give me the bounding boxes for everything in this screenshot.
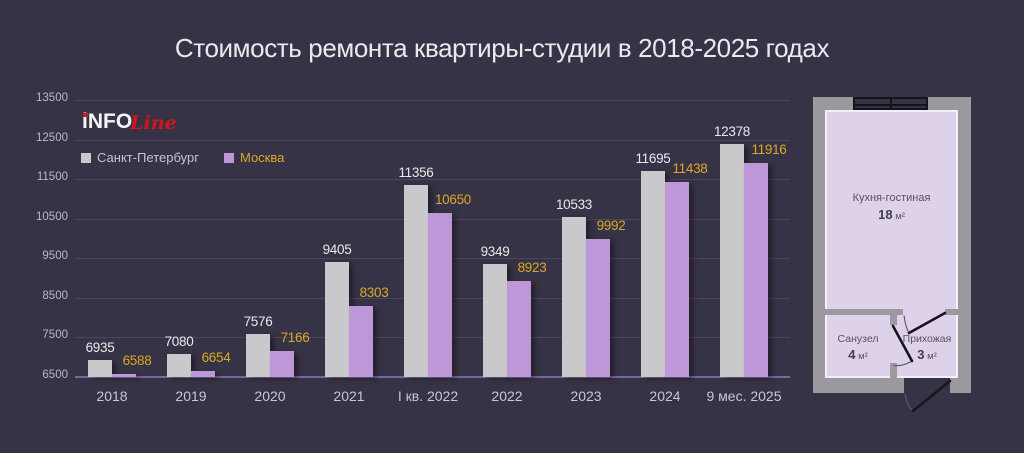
bar-value-moscow: 7166	[280, 329, 310, 345]
floorplan: Кухня-гостиная 18 м² Санузел 4 м² Прихож…	[813, 97, 971, 413]
gridline	[75, 376, 790, 378]
room-label-bathroom: Санузел 4 м²	[826, 333, 890, 363]
logo-i-dot-icon	[83, 112, 88, 118]
y-axis-tick-label: 10500	[36, 210, 68, 223]
window-pane	[855, 99, 890, 108]
x-axis-label: 2021	[333, 388, 365, 404]
bar-value-moscow: 9992	[596, 217, 626, 233]
bar-moscow	[744, 162, 768, 377]
legend-swatch-moscow	[223, 152, 234, 163]
y-axis-tick-label: 13500	[36, 92, 68, 104]
bar-moscow	[270, 350, 294, 377]
gridline	[75, 139, 790, 141]
room-name: Санузел	[837, 333, 879, 345]
infoline-logo: iNFO Line	[82, 110, 177, 134]
bar-spb	[483, 264, 507, 377]
bar-spb	[246, 334, 270, 377]
bar-spb	[404, 184, 428, 377]
door-arc	[904, 393, 914, 412]
room-label-hallway: Прихожая 3 м²	[897, 333, 957, 363]
bar-moscow	[665, 181, 689, 377]
bar-moscow	[191, 370, 215, 377]
x-axis-label: 2022	[491, 388, 523, 404]
room-name: Прихожая	[902, 333, 952, 345]
bar-value-spb: 6935	[85, 339, 115, 355]
logo-info-text: iNFO	[82, 110, 133, 133]
x-axis-label: 2018	[96, 388, 128, 404]
room-area: 4 м²	[848, 347, 868, 363]
floorplan-interior	[825, 110, 958, 378]
bar-moscow	[428, 212, 452, 377]
entrance-door-leaf	[911, 379, 952, 413]
bar-value-moscow: 6654	[201, 349, 231, 365]
bar-value-spb: 11356	[398, 164, 434, 180]
bar-value-moscow: 8303	[359, 284, 389, 300]
room-name: Кухня-гостиная	[852, 192, 931, 204]
x-axis-label: 2023	[570, 388, 602, 404]
bar-spb	[720, 144, 744, 377]
room-area: 3 м²	[917, 347, 937, 363]
room-area: 18 м²	[878, 206, 905, 222]
legend-swatch-spb	[81, 152, 91, 163]
x-axis-label: I кв. 2022	[397, 388, 459, 404]
floorplan-wall	[890, 363, 897, 378]
x-axis-label: 2019	[175, 388, 207, 404]
door-swing-icons	[891, 311, 952, 413]
floorplan-wall	[825, 309, 903, 315]
x-axis-label: 9 мес. 2025	[706, 388, 782, 404]
logo-line-text: Line	[130, 112, 177, 134]
bar-spb	[88, 359, 112, 377]
gridline	[75, 100, 790, 101]
window-pane	[891, 99, 926, 108]
window-icon	[853, 97, 928, 110]
legend-label-moscow: Москва	[239, 150, 285, 165]
chart-legend: Санкт-Петербург Москва	[81, 150, 284, 165]
bar-spb	[167, 354, 191, 377]
floorplan-wall	[890, 309, 897, 325]
bar-spb	[562, 217, 586, 377]
bar-value-moscow: 10650	[434, 191, 472, 207]
bar-spb	[325, 262, 349, 377]
door-arc	[893, 360, 913, 367]
door-arc	[903, 315, 910, 334]
x-axis-label: 2024	[649, 388, 681, 404]
bar-value-moscow: 8923	[517, 260, 547, 276]
legend-label-spb: Санкт-Петербург	[97, 150, 199, 165]
bar-value-moscow: 11438	[672, 160, 708, 176]
bar-value-spb: 9405	[322, 242, 352, 258]
bar-moscow	[507, 281, 531, 377]
y-axis-tick-label: 11500	[36, 171, 68, 184]
x-axis-label: 2020	[254, 388, 286, 404]
y-axis-tick-label: 7500	[42, 329, 68, 342]
bar-value-spb: 9349	[480, 244, 510, 260]
room-label-kitchen: Кухня-гостиная 18 м²	[827, 192, 956, 223]
bar-value-spb: 7576	[243, 314, 273, 330]
bar-moscow	[112, 373, 136, 377]
bar-value-spb: 12378	[713, 124, 751, 140]
bar-value-moscow: 11916	[751, 141, 787, 157]
page-title: Стоимость ремонта квартиры-студии в 2018…	[174, 33, 830, 63]
bar-spb	[641, 171, 665, 377]
legend-item-spb: Санкт-Петербург	[81, 150, 199, 165]
bar-value-spb: 10533	[555, 197, 593, 213]
door-leaf	[891, 324, 914, 363]
y-axis-tick-label: 6500	[42, 369, 68, 381]
floorplan-wall	[945, 309, 958, 315]
bar-moscow	[586, 238, 610, 377]
door-leaf	[907, 311, 947, 335]
y-axis-tick-label: 8500	[42, 289, 68, 302]
gridline	[75, 179, 790, 181]
bar-value-moscow: 6588	[122, 352, 152, 368]
bar-value-spb: 7080	[164, 334, 194, 350]
bar-moscow	[349, 305, 373, 377]
y-axis-tick-label: 9500	[42, 250, 68, 263]
legend-item-moscow: Москва	[223, 150, 285, 165]
y-axis-tick-label: 12500	[36, 131, 68, 144]
bar-value-spb: 11695	[635, 151, 671, 167]
